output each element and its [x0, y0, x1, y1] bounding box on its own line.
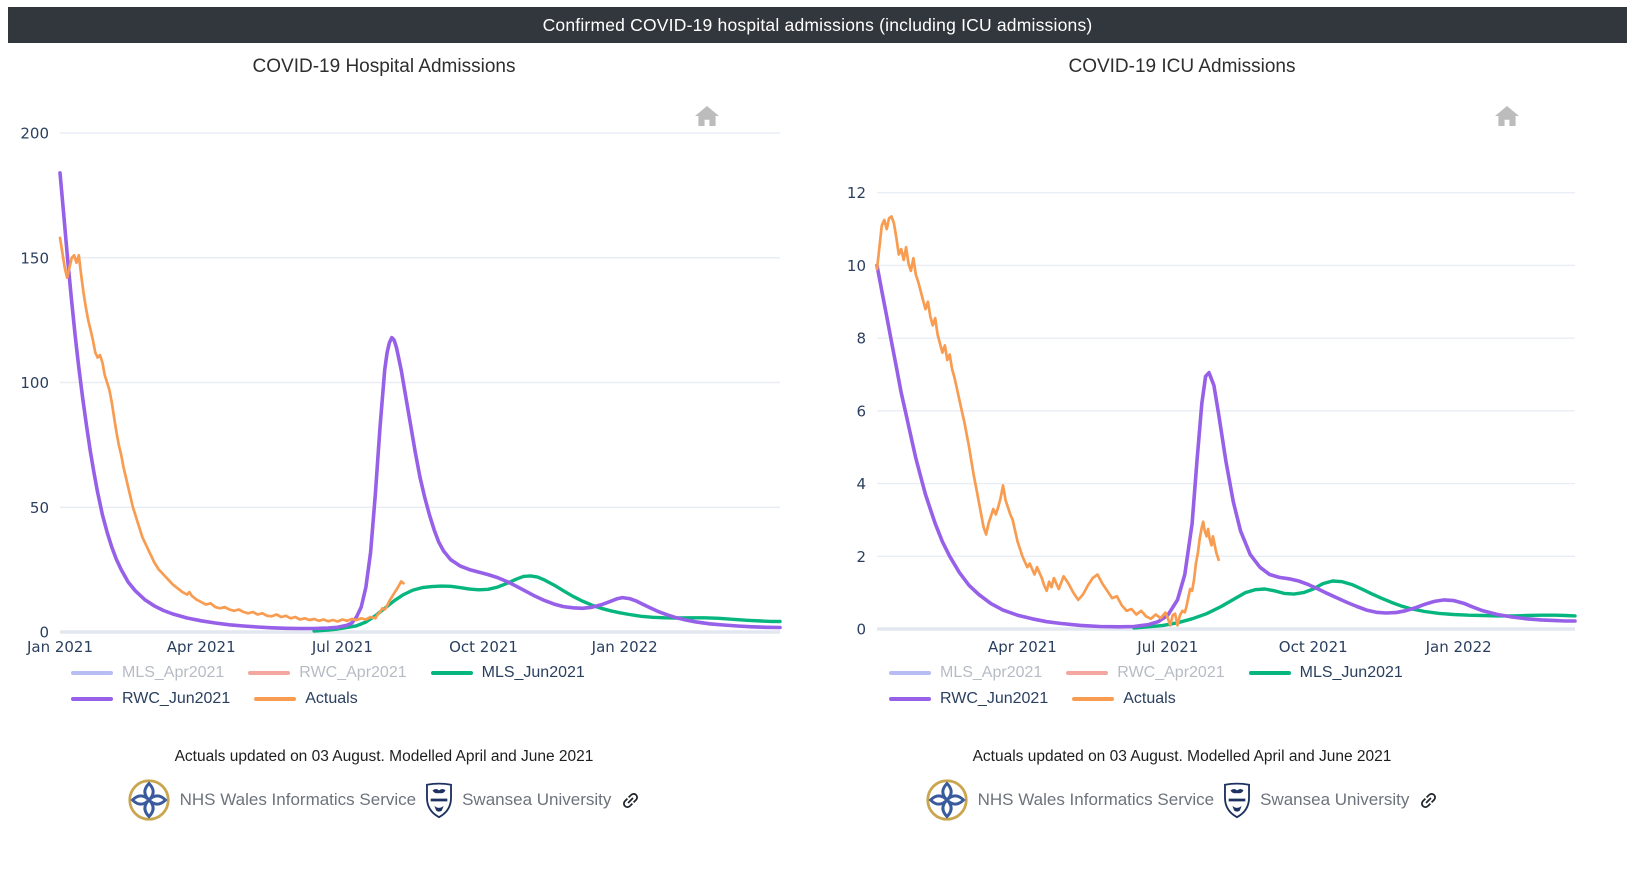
svg-text:Oct 2021: Oct 2021 [449, 638, 518, 656]
swansea-university-label: Swansea University [462, 790, 612, 809]
link-icon[interactable] [1418, 790, 1439, 811]
legend-row: RWC_Jun2021 Actuals [71, 690, 585, 708]
svg-text:10: 10 [847, 257, 866, 275]
legend-icu: MLS_Apr2021 RWC_Apr2021 MLS_Jun2021 RWC_… [889, 664, 1403, 708]
legend-item-rwc-jun2021[interactable]: RWC_Jun2021 [71, 690, 230, 708]
legend-swatch [71, 671, 113, 675]
header-bar: Confirmed COVID-19 hospital admissions (… [8, 7, 1627, 43]
svg-text:Jan 2022: Jan 2022 [591, 638, 658, 656]
legend-item-rwc-apr2021[interactable]: RWC_Apr2021 [248, 664, 407, 682]
hospital-admissions-chart[interactable]: 0 50 100 150 200 Jan 2021 Apr 2021 Jul 2021 Oct … [0, 101, 817, 713]
legend-swatch [71, 697, 113, 701]
legend-label: Actuals [1123, 690, 1176, 707]
legend-label: RWC_Jun2021 [940, 690, 1049, 707]
svg-text:Jan 2022: Jan 2022 [1425, 638, 1492, 656]
chart-caption: Actuals updated on 03 August. Modelled A… [174, 748, 594, 765]
svg-text:Apr 2021: Apr 2021 [988, 638, 1057, 656]
legend-swatch [248, 671, 291, 675]
legend-swatch [889, 697, 931, 701]
chart-title-icu: COVID-19 ICU Admissions [1068, 56, 1296, 77]
nhs-wales-logo-icon [925, 778, 969, 822]
legend-swatch [1072, 697, 1115, 701]
svg-text:6: 6 [856, 402, 866, 420]
icu-admissions-chart[interactable]: 0 2 4 6 8 10 12 Apr 2021 Jul 2021 Oct 2021 Jan 202… [818, 101, 1635, 713]
legend-item-rwc-apr2021[interactable]: RWC_Apr2021 [1066, 664, 1225, 682]
chart-caption: Actuals updated on 03 August. Modelled A… [972, 748, 1392, 765]
svg-text:2: 2 [856, 548, 866, 566]
svg-text:8: 8 [856, 330, 866, 348]
svg-text:50: 50 [30, 499, 49, 517]
legend-row: MLS_Apr2021 RWC_Apr2021 MLS_Jun2021 [71, 664, 585, 682]
legend-item-rwc-jun2021[interactable]: RWC_Jun2021 [889, 690, 1048, 708]
svg-text:100: 100 [20, 374, 49, 392]
svg-text:0: 0 [39, 624, 49, 642]
svg-text:150: 150 [20, 249, 49, 267]
legend-label: MLS_Jun2021 [1299, 664, 1403, 681]
legend-label: MLS_Jun2021 [481, 664, 585, 681]
legend-row: RWC_Jun2021 Actuals [889, 690, 1403, 708]
reset-axes-home-button[interactable] [1494, 105, 1524, 131]
legend-hospital: MLS_Apr2021 RWC_Apr2021 MLS_Jun2021 RWC_… [71, 664, 585, 708]
svg-text:Oct 2021: Oct 2021 [1279, 638, 1348, 656]
svg-text:Jul 2021: Jul 2021 [1136, 638, 1198, 656]
home-icon [1495, 106, 1519, 126]
svg-text:Jul 2021: Jul 2021 [311, 638, 373, 656]
legend-swatch [1248, 671, 1291, 675]
legend-item-actuals[interactable]: Actuals [254, 690, 358, 708]
legend-label: Actuals [305, 690, 358, 707]
legend-swatch [889, 671, 931, 675]
nhs-wales-label: NHS Wales Informatics Service [179, 790, 417, 809]
swansea-university-label: Swansea University [1260, 790, 1410, 809]
nhs-wales-logo-icon [127, 778, 171, 822]
legend-label: MLS_Apr2021 [122, 664, 225, 681]
legend-swatch [430, 671, 473, 675]
legend-label: RWC_Jun2021 [122, 690, 231, 707]
svg-text:12: 12 [847, 184, 866, 202]
svg-text:Jan 2021: Jan 2021 [26, 638, 93, 656]
link-icon[interactable] [620, 790, 641, 811]
home-icon [695, 106, 719, 126]
svg-text:4: 4 [856, 475, 866, 493]
legend-item-mls-jun2021[interactable]: MLS_Jun2021 [1248, 664, 1403, 682]
legend-item-mls-jun2021[interactable]: MLS_Jun2021 [430, 664, 585, 682]
reset-axes-home-button[interactable] [694, 105, 724, 131]
legend-label: RWC_Apr2021 [1117, 664, 1225, 681]
swansea-university-crest-icon [1223, 782, 1251, 819]
svg-text:Apr 2021: Apr 2021 [167, 638, 236, 656]
chart-title-hospital: COVID-19 Hospital Admissions [252, 56, 516, 77]
legend-item-mls-apr2021[interactable]: MLS_Apr2021 [889, 664, 1042, 682]
attribution-footer: NHS Wales Informatics Service Swansea Un… [4, 778, 764, 822]
attribution-footer: NHS Wales Informatics Service Swansea Un… [818, 778, 1546, 822]
svg-text:200: 200 [20, 125, 49, 143]
legend-swatch [254, 697, 297, 701]
legend-item-mls-apr2021[interactable]: MLS_Apr2021 [71, 664, 224, 682]
legend-label: MLS_Apr2021 [940, 664, 1043, 681]
svg-text:0: 0 [856, 621, 866, 639]
legend-label: RWC_Apr2021 [299, 664, 407, 681]
legend-swatch [1066, 671, 1109, 675]
nhs-wales-label: NHS Wales Informatics Service [977, 790, 1215, 809]
page-title: Confirmed COVID-19 hospital admissions (… [542, 14, 1093, 35]
legend-item-actuals[interactable]: Actuals [1072, 690, 1176, 708]
legend-row: MLS_Apr2021 RWC_Apr2021 MLS_Jun2021 [889, 664, 1403, 682]
swansea-university-crest-icon [425, 782, 453, 819]
hospital-admissions-panel: COVID-19 Hospital Admissions 0 50 100 150 20… [0, 43, 817, 871]
icu-admissions-panel: COVID-19 ICU Admissions 0 2 4 6 8 10 12 Apr 202… [818, 43, 1635, 871]
